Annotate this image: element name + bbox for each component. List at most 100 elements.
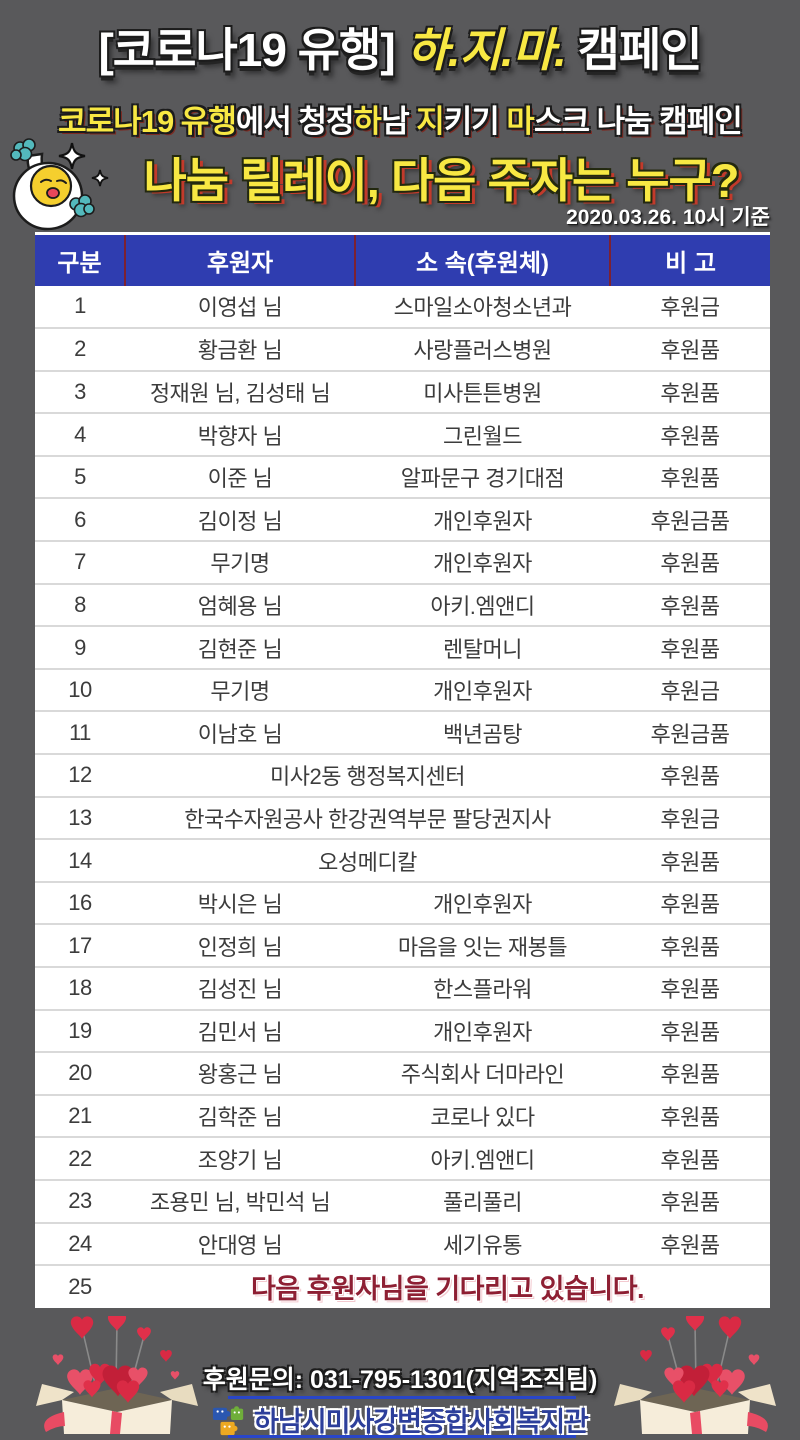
col-header-donor: 후원자 xyxy=(124,233,355,286)
cell-org: 세기유통 xyxy=(355,1221,610,1266)
cell-org: 미사튼튼병원 xyxy=(355,369,610,414)
cell-donor: 이영섭 님 xyxy=(197,295,283,321)
title-part-2-highlight: 하.지.마. xyxy=(406,24,566,76)
donor-table: 구분 후원자 소 속(후원체) 비 고 1 이영섭 님 스마일소아청소년과 후원금 2 황… xyxy=(35,232,770,1308)
cell-no: 14 xyxy=(35,838,125,882)
cell-note: 후원품 xyxy=(610,454,770,499)
table-body: 1 이영섭 님 스마일소아청소년과 후원금 2 황금환 님 사랑플러스병원 후원품 3 정재원 님… xyxy=(35,286,770,1308)
cheering-egg-mascot-icon xyxy=(10,138,109,231)
cell-org: 아키.엠앤디 xyxy=(355,1136,610,1180)
cell-note: 후원품 xyxy=(610,1178,770,1223)
cell-note: 후원품 xyxy=(610,753,770,797)
divider-line xyxy=(228,1435,576,1438)
cell-no: 1 xyxy=(74,293,86,319)
col-header-note: 비 고 xyxy=(609,233,770,286)
cell-note: 후원금 xyxy=(610,667,770,712)
cell-org: 개인후원자 xyxy=(355,1008,610,1053)
col-header-no: 구분 xyxy=(57,249,102,277)
cell-no: 25 xyxy=(35,1264,125,1308)
cell-org: 알파문구 경기대점 xyxy=(355,454,610,499)
table-row: 24 안대영 님 세기유통 후원품 xyxy=(35,1221,770,1266)
cell-note: 후원품 xyxy=(610,1051,770,1095)
date-note: 2020.03.26. 10시 기준 xyxy=(566,206,770,229)
subtitle-segment: 남 xyxy=(381,104,417,139)
cell-no: 3 xyxy=(35,369,125,414)
cell-org: 렌탈머니 xyxy=(355,625,610,669)
table-row: 17 인정희 님 마음을 잇는 재봉틀 후원품 xyxy=(35,923,770,967)
cell-note: 후원품 xyxy=(610,625,770,669)
cell-note: 후원품 xyxy=(610,540,770,584)
cell-no: 6 xyxy=(35,497,125,542)
table-row: 11 이남호 님 백년곰탕 후원금품 xyxy=(35,710,770,755)
cell-org: 코로나 있다 xyxy=(355,1093,610,1138)
cell-note: 후원품 xyxy=(610,412,770,456)
cell-donor: 이남호 님 xyxy=(125,710,355,755)
table-row: 14 오성메디칼 후원품 xyxy=(35,838,770,882)
divider-line xyxy=(228,1396,576,1399)
table-row: 20 왕홍근 님 주식회사 더마라인 후원품 xyxy=(35,1051,770,1095)
cell-org: 개인후원자 xyxy=(355,880,610,925)
cell-no: 20 xyxy=(35,1051,125,1095)
cell-note: 후원품 xyxy=(610,1221,770,1266)
table-row: 5 이준 님 알파문구 경기대점 후원품 xyxy=(35,454,770,499)
contact-info: 후원문의: 031-795-1301(지역조직팀) xyxy=(202,1366,598,1394)
cell-org: 개인후원자 xyxy=(355,667,610,712)
cell-note: 후원품 xyxy=(610,327,770,371)
cell-no: 11 xyxy=(35,710,125,755)
cell-org: 사랑플러스병원 xyxy=(355,327,610,371)
cell-org: 개인후원자 xyxy=(355,497,610,542)
cell-donor: 인정희 님 xyxy=(125,923,355,967)
cell-donor: 조양기 님 xyxy=(125,1136,355,1180)
cell-org: 개인후원자 xyxy=(355,540,610,584)
subtitle-segment: 에서 청정 xyxy=(235,104,355,139)
cell-org: 주식회사 더마라인 xyxy=(355,1051,610,1095)
cell-no: 7 xyxy=(35,540,125,584)
table-row: 9 김현준 님 렌탈머니 후원품 xyxy=(35,625,770,669)
cell-no: 8 xyxy=(35,582,125,627)
cell-donor: 김민서 님 xyxy=(125,1008,355,1053)
cell-no: 23 xyxy=(35,1178,125,1223)
table-row: 4 박향자 님 그린월드 후원품 xyxy=(35,412,770,456)
subtitle-segment: 마 xyxy=(506,104,535,139)
subtitle-segment: 키기 xyxy=(443,104,507,139)
cell-donor: 정재원 님, 김성태 님 xyxy=(125,369,355,414)
subtitle-segment: 코로나19 유행 xyxy=(58,104,237,139)
cell-note: 후원품 xyxy=(610,582,770,627)
cell-msg: 다음 후원자님을 기다리고 있습니다. xyxy=(125,1264,770,1308)
cell-donor: 왕홍근 님 xyxy=(125,1051,355,1095)
cell-note: 후원품 xyxy=(610,369,770,414)
page-title: [코로나19 유행] 하.지.마. 캠페인 xyxy=(0,14,800,80)
cell-org: 아키.엠앤디 xyxy=(355,582,610,627)
cell-org: 한스플라워 xyxy=(355,966,610,1010)
organization-name: 하남시미사강변종합사회복지관 xyxy=(254,1407,589,1437)
subtitle-segment: 하 xyxy=(353,104,383,139)
cell-note: 후원품 xyxy=(610,923,770,967)
cell-donor: 이준 님 xyxy=(125,454,355,499)
cell-no: 18 xyxy=(35,966,125,1010)
cell-no: 9 xyxy=(35,625,125,669)
cell-note: 후원금품 xyxy=(610,710,770,755)
cell-note: 후원금품 xyxy=(610,497,770,542)
table-row: 6 김이정 님 개인후원자 후원금품 xyxy=(35,497,770,542)
cell-note: 후원품 xyxy=(610,1093,770,1138)
organization-row: 하남시미사강변종합사회복지관 xyxy=(0,1400,800,1439)
cell-donor: 안대영 님 xyxy=(125,1221,355,1266)
cell-donor: 조용민 님, 박민석 님 xyxy=(125,1178,355,1223)
cell-no: 21 xyxy=(35,1093,125,1138)
cell-donor: 박향자 님 xyxy=(125,412,355,456)
campaign-subtitle: 코로나19 유행에서 청정하남 지키기 마스크 나눔 캠페인 xyxy=(0,96,800,141)
cell-no: 22 xyxy=(35,1136,125,1180)
cell-donor: 김학준 님 xyxy=(125,1093,355,1138)
pompom xyxy=(10,138,95,218)
cell-donor: 박시은 님 xyxy=(125,880,355,925)
cell-note: 후원품 xyxy=(610,966,770,1010)
cell-donor: 무기명 xyxy=(125,667,355,712)
cell-note: 후원품 xyxy=(610,880,770,925)
table-row: 12 미사2동 행정복지센터 후원품 xyxy=(35,753,770,797)
cell-merged: 오성메디칼 xyxy=(125,838,610,882)
title-part-3: 캠페인 xyxy=(565,24,703,76)
cell-donor: 김현준 님 xyxy=(125,625,355,669)
tagline: 나눔 릴레이, 다음 주자는 누구? xyxy=(143,154,740,207)
table-row: 21 김학준 님 코로나 있다 후원품 xyxy=(35,1093,770,1138)
